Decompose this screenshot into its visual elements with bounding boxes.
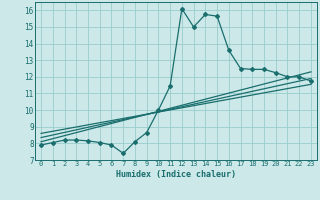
X-axis label: Humidex (Indice chaleur): Humidex (Indice chaleur) <box>116 170 236 179</box>
